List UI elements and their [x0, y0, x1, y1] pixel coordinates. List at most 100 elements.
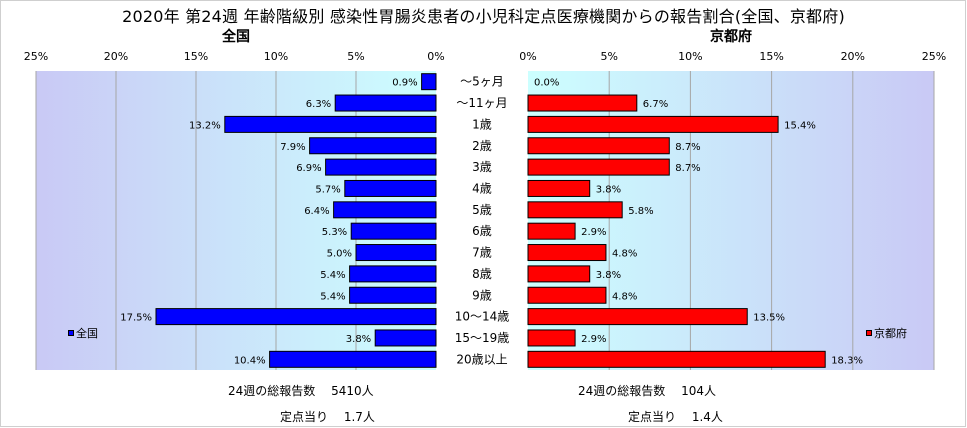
category-label: 10～14歳 — [455, 310, 510, 324]
national-bar — [333, 201, 437, 219]
category-label: 5歳 — [472, 203, 492, 217]
kyoto-bar — [527, 179, 591, 197]
kyoto-data-label: 6.7% — [643, 99, 668, 110]
national-data-label: 5.0% — [327, 249, 352, 260]
national-data-label: 5.7% — [315, 184, 340, 195]
kyoto-total-reports: 24週の総報告数 104人 — [578, 384, 716, 398]
category-label: 6歳 — [472, 224, 492, 238]
national-tick-label: 10% — [264, 50, 288, 63]
national-bar — [224, 115, 437, 133]
category-label: 8歳 — [472, 267, 492, 281]
kyoto-data-label: 0.0% — [534, 78, 559, 89]
national-panel-title: 全国 — [222, 29, 250, 45]
category-label: 4歳 — [472, 181, 492, 195]
kyoto-data-label: 2.9% — [581, 334, 606, 345]
national-data-label: 3.8% — [346, 334, 371, 345]
national-tick-label: 15% — [184, 50, 208, 63]
kyoto-data-label: 8.7% — [675, 163, 700, 174]
kyoto-bar — [527, 94, 638, 112]
kyoto-bar — [527, 329, 576, 347]
category-label: 9歳 — [472, 288, 492, 302]
national-data-label: 6.3% — [306, 99, 331, 110]
kyoto-data-label: 18.3% — [831, 355, 863, 366]
national-data-label: 5.3% — [322, 227, 347, 238]
category-labels: ～5ヶ月 ～11ヶ月 1歳 2歳 3歳 4歳 5歳 6歳 7歳 8歳 9歳 10～14歳 15～19歳 2… — [455, 75, 510, 367]
kyoto-bar — [527, 158, 670, 176]
kyoto-tick-label: 15% — [759, 50, 783, 63]
national-bar — [374, 329, 437, 347]
national-bar — [350, 222, 437, 240]
kyoto-data-label: 2.9% — [581, 227, 606, 238]
category-label: ～5ヶ月 — [460, 75, 504, 89]
kyoto-data-label: 3.8% — [596, 184, 621, 195]
national-tick-label: 5% — [347, 50, 364, 63]
national-bar — [349, 286, 437, 304]
national-data-label: 7.9% — [280, 142, 305, 153]
kyoto-data-label: 15.4% — [784, 120, 816, 131]
national-per-site: 定点当り 1.7人 — [280, 410, 375, 424]
category-label: 1歳 — [472, 117, 492, 131]
national-bar — [269, 350, 437, 368]
category-label: ～11ヶ月 — [456, 96, 507, 110]
national-legend-label: 全国 — [76, 327, 98, 340]
national-data-label: 6.4% — [304, 206, 329, 217]
kyoto-tick-label: 0% — [519, 50, 536, 63]
national-total-reports: 24週の総報告数 5410人 — [228, 384, 374, 398]
national-bar — [334, 94, 437, 112]
national-bar — [325, 158, 437, 176]
national-data-label: 13.2% — [189, 120, 221, 131]
kyoto-data-label: 4.8% — [612, 291, 637, 302]
category-label: 7歳 — [472, 246, 492, 260]
kyoto-bar — [527, 350, 826, 368]
kyoto-bar — [527, 201, 623, 219]
category-label: 20歳以上 — [456, 352, 507, 366]
kyoto-bar — [527, 137, 670, 155]
kyoto-legend-swatch — [866, 330, 872, 336]
category-label: 15～19歳 — [455, 331, 510, 345]
kyoto-data-label: 8.7% — [675, 142, 700, 153]
kyoto-bar — [527, 308, 748, 326]
kyoto-tick-label: 25% — [922, 50, 946, 63]
kyoto-tick-label: 20% — [841, 50, 865, 63]
national-bar — [309, 137, 437, 155]
kyoto-tick-label: 10% — [678, 50, 702, 63]
kyoto-data-label: 5.8% — [628, 206, 653, 217]
national-bar — [355, 244, 437, 262]
axis-ticks: 0% 5% 10% 15% 20% 25% 0% 5% 10% 15% 20% 25% — [24, 50, 946, 63]
national-tick-label: 25% — [24, 50, 48, 63]
national-bar — [421, 73, 437, 91]
national-legend-swatch — [68, 330, 74, 336]
kyoto-legend-label: 京都府 — [874, 327, 907, 340]
national-data-label: 5.4% — [320, 270, 345, 281]
kyoto-per-site: 定点当り 1.4人 — [628, 410, 723, 424]
kyoto-bars: 0.0% 6.7% 15.4% 8.7% 8.7% 3.8% 5.8% 2.9% 4.8% 3.8… — [527, 78, 863, 368]
national-data-label: 17.5% — [120, 313, 152, 324]
kyoto-data-label: 3.8% — [596, 270, 621, 281]
national-bar — [344, 179, 437, 197]
kyoto-bar — [527, 265, 591, 283]
national-data-label: 10.4% — [234, 355, 266, 366]
national-legend: 全国 — [68, 325, 98, 341]
kyoto-data-label: 13.5% — [753, 313, 785, 324]
national-bars: 0.9% 6.3% 13.2% 7.9% 6.9% 5.7% 6.4% 5.3% 5.0% 5.4… — [120, 73, 437, 368]
kyoto-legend: 京都府 — [866, 325, 907, 341]
category-label: 3歳 — [472, 160, 492, 174]
national-bar — [349, 265, 437, 283]
kyoto-panel-title: 京都府 — [710, 29, 752, 45]
national-bar — [155, 308, 437, 326]
category-label: 2歳 — [472, 139, 492, 153]
national-data-label: 5.4% — [320, 291, 345, 302]
kyoto-bar — [527, 115, 779, 133]
kyoto-bar — [527, 222, 576, 240]
kyoto-data-label: 4.8% — [612, 249, 637, 260]
national-tick-label: 20% — [104, 50, 128, 63]
kyoto-bar — [527, 286, 607, 304]
national-data-label: 6.9% — [296, 163, 321, 174]
national-data-label: 0.9% — [392, 78, 417, 89]
chart-title: 2020年 第24週 年齢階級別 感染性胃腸炎患者の小児科定点医療機関からの報告… — [122, 7, 845, 26]
kyoto-bar — [527, 244, 607, 262]
kyoto-tick-label: 5% — [600, 50, 617, 63]
national-tick-label: 0% — [427, 50, 444, 63]
